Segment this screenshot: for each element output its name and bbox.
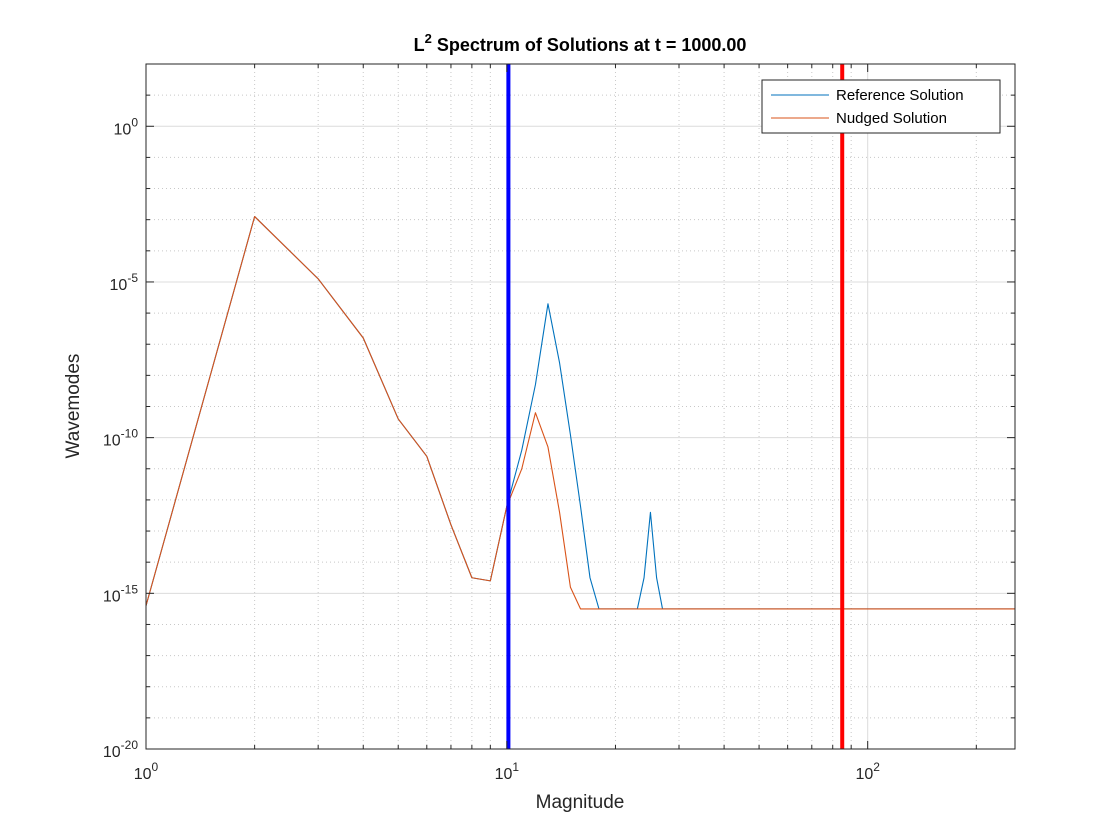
tick-marks xyxy=(145,63,1015,750)
x-tick-labels: 100 101 102 xyxy=(134,760,880,783)
series-line-nudged-solution xyxy=(145,216,1015,610)
x-tick-label: 102 xyxy=(855,760,880,783)
chart-title: L2 Spectrum of Solutions at t = 1000.00 xyxy=(414,31,747,55)
minor-grid xyxy=(146,63,1015,749)
y-tick-label: 10-20 xyxy=(103,738,138,761)
x-axis-label: Magnitude xyxy=(536,792,625,813)
legend-label-reference: Reference Solution xyxy=(836,87,964,104)
series-layer xyxy=(145,216,1015,610)
y-tick-label: 10-15 xyxy=(103,582,138,605)
y-tick-label: 10-10 xyxy=(103,427,138,450)
y-tick-label: 10-5 xyxy=(110,271,139,294)
y-tick-labels: 100 10-5 10-10 10-15 10-20 xyxy=(103,115,138,761)
plot-area xyxy=(146,64,1015,749)
y-tick-label: 100 xyxy=(114,115,139,138)
y-axis-label: Wavemodes xyxy=(63,354,84,459)
legend: Reference Solution Nudged Solution xyxy=(761,79,1001,134)
x-tick-label: 100 xyxy=(134,760,159,783)
x-tick-label: 101 xyxy=(495,760,520,783)
legend-label-nudged: Nudged Solution xyxy=(836,110,947,127)
vertical-lines xyxy=(506,64,845,749)
legend-box xyxy=(761,79,1001,134)
